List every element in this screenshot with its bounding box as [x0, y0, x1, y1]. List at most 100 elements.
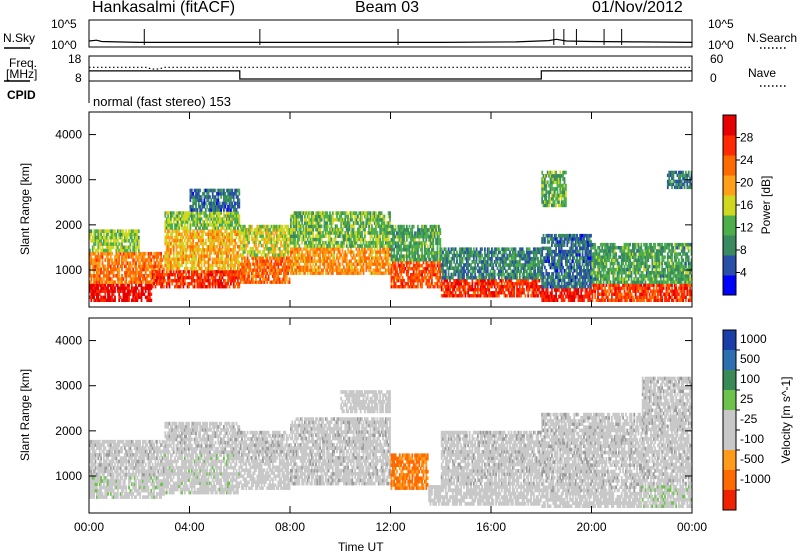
power-cell [395, 261, 397, 264]
power-cell [467, 266, 469, 270]
power-cell [477, 291, 479, 294]
power-cell [190, 239, 192, 243]
power-cell [298, 221, 300, 225]
power-cell [379, 238, 381, 242]
power-cell [335, 260, 337, 263]
power-cell [319, 221, 321, 225]
nsky-line [89, 39, 692, 42]
power-cell [296, 272, 298, 275]
power-cell [311, 266, 313, 269]
power-cell [138, 229, 140, 233]
power-cell [173, 220, 175, 223]
power-cell [351, 218, 353, 222]
power-cell [180, 270, 182, 273]
power-cell [504, 282, 506, 285]
power-cell [238, 220, 240, 223]
power-cell [245, 247, 247, 251]
power-cell [485, 276, 487, 280]
power-cell [223, 217, 225, 220]
power-cell [237, 226, 239, 229]
power-cell [395, 264, 397, 267]
power-cell [501, 282, 503, 285]
power-cell [131, 284, 133, 287]
power-cell [191, 189, 193, 193]
power-cell [502, 279, 504, 282]
power-cell [434, 261, 436, 264]
power-cell [125, 229, 127, 233]
power-cell [248, 275, 250, 278]
power-cell [488, 288, 490, 291]
power-cell [185, 251, 187, 255]
power-cell [268, 225, 270, 229]
power-cell [137, 233, 139, 237]
power-cell [194, 229, 196, 233]
power-cell [494, 270, 496, 274]
power-cell [268, 253, 270, 257]
power-cell [402, 261, 404, 264]
power-cell [300, 228, 302, 232]
power-cell [495, 288, 497, 291]
power-cell [116, 233, 118, 237]
power-cell [449, 279, 451, 282]
power-cell [229, 285, 231, 288]
power-cell [153, 276, 155, 279]
power-cell [498, 282, 500, 285]
power-cell [138, 258, 140, 262]
power-cell [437, 282, 439, 285]
power-cell [109, 274, 111, 278]
power-cell [243, 253, 245, 257]
power-cell [300, 272, 302, 275]
power-cell [442, 288, 444, 291]
power-cell [266, 244, 268, 248]
power-cell [176, 242, 178, 246]
power-cell [159, 270, 161, 273]
power-cell [364, 234, 366, 238]
power-cell [339, 250, 341, 253]
power-cell [416, 270, 418, 273]
power-cell [259, 250, 261, 254]
power-cell [114, 229, 116, 233]
power-cell [125, 277, 127, 281]
power-cell [220, 211, 222, 214]
power-cell [346, 241, 348, 245]
power-cell [198, 233, 200, 237]
power-cell [132, 268, 134, 272]
power-cell [202, 245, 204, 249]
power-cell [439, 231, 441, 235]
power-cell [146, 277, 148, 281]
power-cell [217, 254, 219, 258]
power-cell [421, 248, 423, 252]
power-cell [205, 211, 207, 214]
power-cell [222, 254, 224, 258]
power-cell [219, 236, 221, 240]
power-cell [536, 291, 538, 294]
power-cell [301, 218, 303, 222]
power-cell [413, 261, 415, 264]
power-cell [407, 228, 409, 232]
power-cell [247, 256, 249, 259]
power-cell [104, 258, 106, 262]
power-cell [130, 274, 132, 278]
power-cell [312, 263, 314, 266]
power-cell [198, 202, 200, 206]
power-cell [99, 293, 101, 296]
power-cell [529, 288, 531, 291]
power-cell [222, 282, 224, 285]
power-cell [97, 296, 99, 299]
power-cell [282, 260, 284, 263]
power-cell [328, 253, 330, 256]
power-cell [280, 263, 282, 266]
power-cell [418, 267, 420, 270]
power-cell [103, 233, 105, 237]
power-cell [399, 276, 401, 279]
power-cell [487, 270, 489, 274]
power-cell [102, 258, 104, 262]
power-cell [213, 242, 215, 246]
power-cell [523, 291, 525, 294]
power-cell [324, 263, 326, 266]
power-cell [230, 208, 232, 212]
power-cell [438, 279, 440, 282]
power-cell [268, 260, 270, 263]
power-cell [204, 220, 206, 223]
power-cell [329, 244, 331, 248]
